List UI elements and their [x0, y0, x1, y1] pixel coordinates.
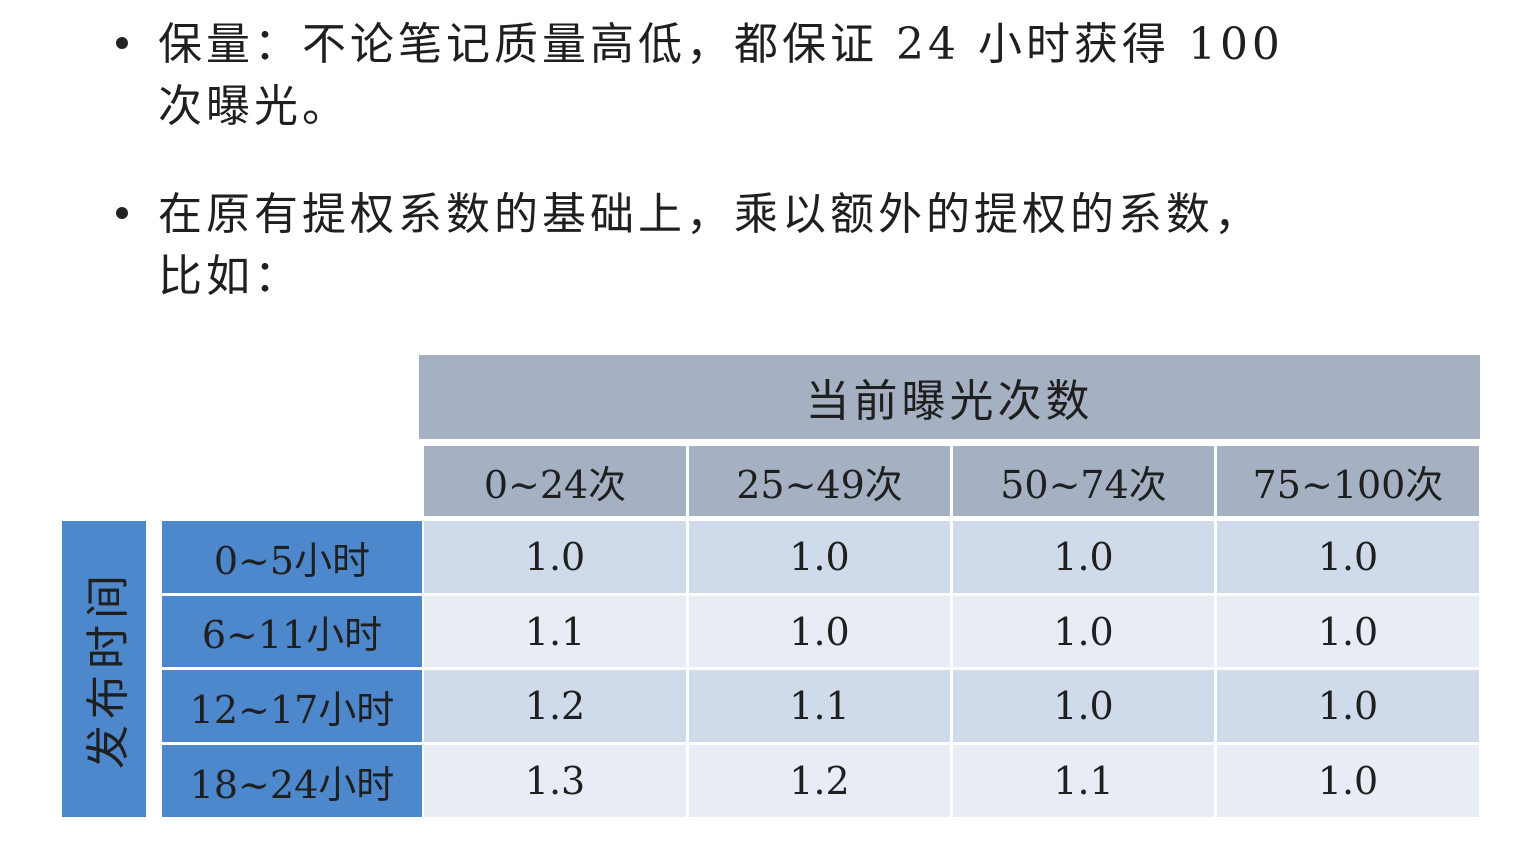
- table-top-header: 当前曝光次数: [419, 355, 1480, 439]
- bullet-item-guaranteed-exposure: 保量：不论笔记质量高低，都保证 24 小时获得 100 次曝光。: [116, 14, 1506, 138]
- table-cell: 1.0: [953, 596, 1214, 667]
- row-header: 12~17小时: [162, 670, 422, 742]
- table-cell: 1.0: [953, 521, 1214, 593]
- table-cell: 1.2: [424, 670, 686, 742]
- table-cell: 1.0: [1217, 670, 1479, 742]
- table-cell: 1.1: [424, 596, 686, 667]
- table-side-header-label: 发布时间: [83, 569, 134, 769]
- bullet-text: 保量：不论笔记质量高低，都保证 24 小时获得 100 次曝光。: [158, 19, 1284, 132]
- bullet-text: 在原有提权系数的基础上，乘以额外的提权的系数， 比如：: [158, 189, 1262, 302]
- column-header: 25~49次: [689, 446, 950, 516]
- table-cell: 1.0: [424, 521, 686, 593]
- bullet-dot-icon: [116, 207, 128, 219]
- table-cell: 1.0: [689, 521, 950, 593]
- table-cell: 1.1: [953, 745, 1214, 817]
- table-cell: 1.3: [424, 745, 686, 817]
- row-header: 18~24小时: [162, 745, 422, 817]
- table-cell: 1.0: [1217, 521, 1479, 593]
- table-cell: 1.2: [689, 745, 950, 817]
- bullet-item-extra-coefficient: 在原有提权系数的基础上，乘以额外的提权的系数， 比如：: [116, 184, 1506, 308]
- table-cell: 1.0: [689, 596, 950, 667]
- row-header: 6~11小时: [162, 596, 422, 667]
- row-header: 0~5小时: [162, 521, 422, 593]
- table-cell: 1.0: [953, 670, 1214, 742]
- column-header: 0~24次: [424, 446, 686, 516]
- table-cell: 1.0: [1217, 745, 1479, 817]
- table-side-header: 发布时间: [62, 521, 146, 817]
- column-header: 75~100次: [1217, 446, 1479, 516]
- bullet-dot-icon: [116, 37, 128, 49]
- column-header: 50~74次: [953, 446, 1214, 516]
- table-cell: 1.0: [1217, 596, 1479, 667]
- table-cell: 1.1: [689, 670, 950, 742]
